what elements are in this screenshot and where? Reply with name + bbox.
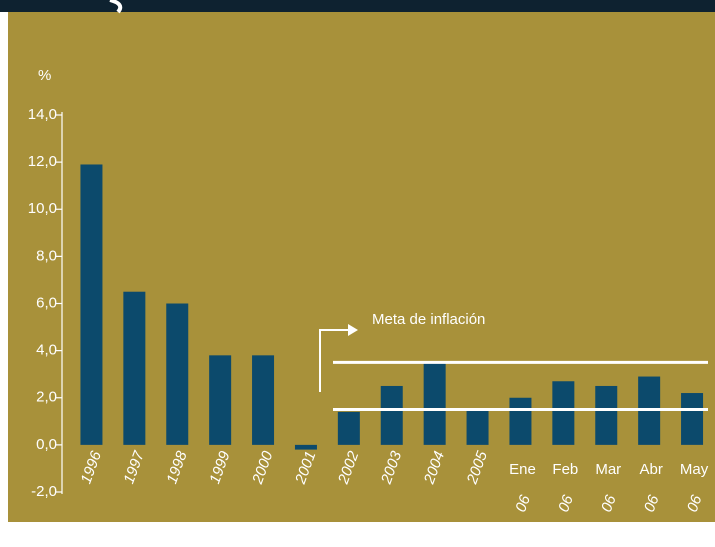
bar	[294, 444, 317, 450]
x-label-text: 06	[512, 492, 534, 514]
y-tick-label: -2,0	[31, 483, 57, 500]
y-tick-label: 0,0	[36, 436, 57, 453]
annotation-arrow	[319, 329, 350, 392]
x-tick-label: Ene 06	[509, 461, 536, 514]
arrow-head	[348, 324, 358, 336]
x-label-text: Mar	[595, 461, 621, 478]
x-label-text: Abr	[639, 461, 662, 478]
x-tick-label: Mar 06	[595, 461, 621, 514]
decor-curve	[109, 0, 123, 14]
x-tick-label: Abr 06	[639, 461, 662, 514]
x-tick-label: Feb 06	[552, 461, 578, 514]
y-tick-label: 4,0	[36, 342, 57, 359]
x-tick-label: May 06	[680, 461, 709, 514]
x-label-text: 06	[598, 492, 620, 514]
top-band	[0, 0, 715, 12]
bar	[80, 164, 103, 445]
bar	[595, 385, 618, 445]
bar	[466, 409, 489, 445]
x-label-text: Feb	[552, 461, 578, 478]
y-axis-label: %	[38, 67, 51, 84]
y-tick-label: 10,0	[28, 200, 57, 217]
bar	[509, 397, 532, 445]
x-label-text: 06	[684, 492, 706, 514]
y-tick-label: 6,0	[36, 294, 57, 311]
bar	[681, 393, 704, 445]
y-tick-label: 2,0	[36, 389, 57, 406]
x-label-text: May	[680, 461, 709, 478]
bar	[380, 385, 403, 445]
x-label-text: Ene	[509, 461, 536, 478]
bar	[252, 355, 275, 445]
bar	[209, 355, 232, 445]
x-label-text: 06	[555, 492, 577, 514]
x-label-text: 06	[641, 492, 663, 514]
y-tick-label: 12,0	[28, 153, 57, 170]
bar	[166, 303, 189, 445]
y-tick-label: 14,0	[28, 106, 57, 123]
y-tick-label: 8,0	[36, 247, 57, 264]
bar	[552, 381, 575, 445]
annotation: Meta de inflación	[372, 311, 485, 328]
bar	[123, 291, 146, 445]
bar	[423, 362, 446, 445]
bar	[337, 411, 360, 445]
